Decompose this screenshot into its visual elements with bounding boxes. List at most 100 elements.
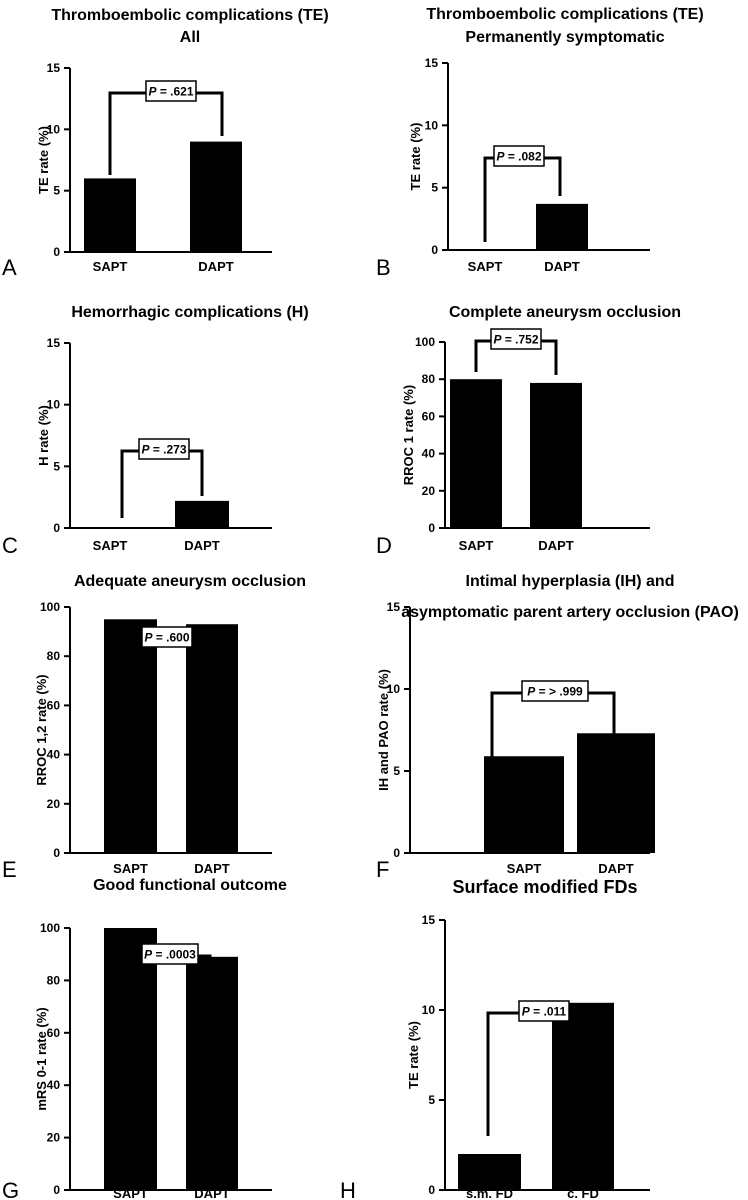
y-tick-label: 100 — [40, 600, 60, 614]
x-category-label: s.m. FD — [466, 1186, 513, 1200]
y-tick-label: 60 — [47, 698, 61, 712]
p-value-label: P = .273 — [141, 443, 186, 457]
y-tick-label: 40 — [47, 748, 61, 762]
y-axis-label: TE rate (%) — [36, 126, 51, 194]
bar-sapt — [104, 928, 157, 1190]
panel-letter: G — [2, 1178, 19, 1200]
y-tick-label: 10 — [422, 1003, 436, 1017]
y-tick-label: 15 — [47, 61, 61, 75]
chart-title: Adequate aneurysm occlusion — [74, 573, 306, 590]
panel-letter: B — [376, 255, 391, 280]
p-value-box — [493, 145, 545, 167]
p-value-box — [521, 680, 589, 702]
y-tick-label: 40 — [47, 1078, 61, 1092]
chart-panel-e: Adequate aneurysm occlusion 0 20 40 60 80 100 R… — [2, 573, 306, 882]
bar-dapt — [190, 141, 242, 252]
y-tick-label: 80 — [47, 649, 61, 663]
bar-dapt — [577, 733, 655, 853]
bar-dapt — [536, 203, 588, 250]
panel-letter: C — [2, 533, 18, 558]
x-category-label: DAPT — [194, 1186, 229, 1200]
y-tick-label: 100 — [415, 335, 435, 349]
chart-title: Permanently symptomatic — [465, 29, 664, 46]
p-value-box — [138, 438, 190, 460]
y-tick-label: 5 — [53, 459, 60, 473]
x-category-label: SAPT — [93, 259, 128, 274]
y-tick-label: 40 — [422, 447, 436, 461]
y-tick-label: 15 — [422, 913, 436, 927]
bar-s-m-fd — [458, 1154, 521, 1190]
y-tick-label: 10 — [47, 398, 61, 412]
p-value-box — [518, 1000, 570, 1022]
y-tick-label: 15 — [425, 56, 439, 70]
chart-panel-g: Good functional outcome 0 20 40 60 80 100 mRS 0… — [2, 877, 287, 1200]
y-tick-label: 80 — [422, 372, 436, 386]
y-tick-label: 0 — [431, 243, 438, 257]
p-value-box — [141, 626, 193, 648]
chart-title: Intimal hyperplasia (IH) and — [466, 573, 675, 590]
y-tick-label: 5 — [53, 184, 60, 198]
x-category-label: DAPT — [184, 538, 219, 553]
chart-panel-h: Surface modified FDs 0 5 10 15 TE rate (%) s.m… — [340, 877, 650, 1200]
x-category-label: SAPT — [113, 861, 148, 876]
y-tick-label: 10 — [47, 122, 61, 136]
x-category-label: c. FD — [567, 1186, 599, 1200]
y-axis-label: TE rate (%) — [408, 123, 423, 191]
y-axis-label: IH and PAO rate (%) — [376, 669, 391, 791]
y-tick-label: 0 — [53, 521, 60, 535]
y-tick-label: 20 — [47, 1131, 61, 1145]
y-tick-label: 0 — [53, 1183, 60, 1197]
chart-title: asymptomatic parent artery occlusion (PA… — [401, 604, 739, 621]
panel-letter: A — [2, 255, 17, 280]
y-tick-label: 60 — [422, 409, 436, 423]
chart-title: Complete aneurysm occlusion — [449, 304, 681, 321]
y-axis-label: mRS 0-1 rate (%) — [34, 1007, 49, 1110]
bar-dapt — [530, 382, 582, 528]
chart-panel-f: Intimal hyperplasia (IH) and asymptomatic… — [376, 573, 739, 882]
y-tick-label: 100 — [40, 921, 60, 935]
chart-title: Hemorrhagic complications (H) — [71, 304, 308, 321]
y-tick-label: 15 — [47, 336, 61, 350]
bar-dapt — [175, 500, 229, 528]
x-category-label: DAPT — [538, 538, 573, 553]
p-value-label: P = .082 — [496, 150, 541, 164]
y-tick-label: 0 — [428, 521, 435, 535]
chart-panel-a: Thromboembolic complications (TE) All 0 5 10… — [2, 7, 329, 280]
bar-c-fd — [552, 1002, 614, 1190]
chart-panel-d: Complete aneurysm occlusion 0 20 40 60 80 100 R… — [376, 304, 681, 558]
y-tick-label: 60 — [47, 1026, 61, 1040]
p-value-label: P = .011 — [522, 1005, 567, 1019]
p-value-label: P = .752 — [493, 333, 538, 347]
x-category-label: DAPT — [194, 861, 229, 876]
y-tick-label: 5 — [428, 1093, 435, 1107]
panel-letter: E — [2, 857, 17, 882]
panel-letter: D — [376, 533, 392, 558]
bar-dapt — [186, 624, 238, 853]
p-value-box — [490, 328, 542, 350]
y-axis-label: RROC 1,2 rate (%) — [34, 674, 49, 785]
chart-title: Surface modified FDs — [452, 877, 637, 897]
x-category-label: SAPT — [468, 259, 503, 274]
p-value-box — [141, 943, 199, 965]
y-tick-label: 5 — [431, 181, 438, 195]
bar-sapt — [450, 379, 502, 528]
y-axis-label: RROC 1 rate (%) — [401, 385, 416, 485]
chart-title: Good functional outcome — [93, 877, 287, 894]
y-tick-label: 10 — [425, 118, 439, 132]
chart-title: Thromboembolic complications (TE) — [51, 7, 328, 24]
panel-letter: H — [340, 1178, 356, 1200]
x-category-label: DAPT — [598, 861, 633, 876]
chart-title: All — [180, 29, 200, 46]
y-tick-label: 0 — [53, 245, 60, 259]
bar-sapt — [484, 756, 564, 853]
bar-sapt — [104, 619, 157, 853]
chart-panel-b: Thromboembolic complications (TE) Permane… — [376, 6, 704, 280]
x-category-label: DAPT — [198, 259, 233, 274]
y-tick-label: 5 — [393, 764, 400, 778]
y-tick-label: 15 — [387, 600, 401, 614]
y-axis-label: H rate (%) — [36, 405, 51, 466]
panel-letter: F — [376, 857, 389, 882]
x-category-label: SAPT — [459, 538, 494, 553]
p-value-label: P = > .999 — [527, 685, 583, 699]
chart-title: Thromboembolic complications (TE) — [426, 6, 703, 23]
